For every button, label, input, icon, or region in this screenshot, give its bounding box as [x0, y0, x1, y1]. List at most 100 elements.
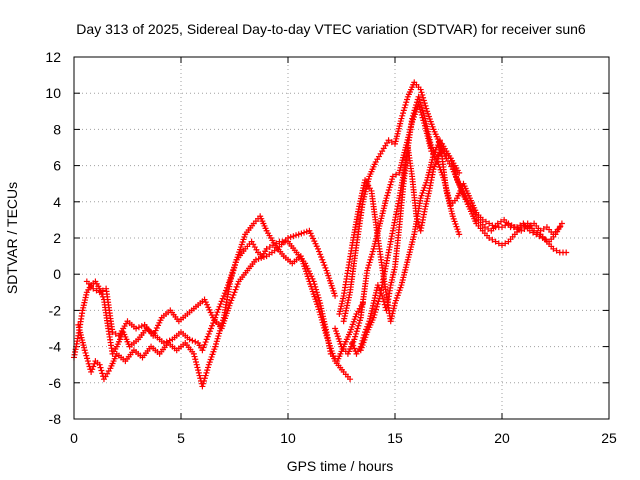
data-point	[374, 282, 381, 289]
data-point	[420, 97, 427, 104]
data-point	[499, 224, 505, 231]
data-point	[315, 306, 322, 313]
data-point	[417, 109, 424, 116]
data-point	[365, 320, 372, 327]
data-point	[374, 301, 381, 308]
data-point	[266, 244, 273, 251]
data-point	[422, 102, 429, 109]
y-tick-label: 2	[53, 230, 61, 246]
data-point	[202, 339, 209, 346]
data-point	[84, 355, 91, 362]
data-point	[227, 278, 234, 285]
y-tick-label: 6	[53, 158, 61, 174]
data-point	[190, 350, 197, 357]
data-point	[430, 166, 437, 173]
data-point	[368, 251, 375, 258]
data-point	[96, 361, 103, 368]
data-point	[230, 267, 237, 274]
data-point	[191, 353, 198, 360]
data-point	[368, 254, 375, 261]
data-point	[479, 216, 486, 223]
data-point	[558, 220, 565, 227]
data-point	[356, 320, 363, 327]
data-point	[314, 245, 321, 252]
series-sat-track-7	[349, 140, 463, 357]
data-point	[531, 227, 538, 234]
data-point	[402, 101, 409, 108]
data-point	[195, 367, 202, 374]
data-point	[416, 103, 423, 110]
data-point	[332, 292, 339, 299]
data-point	[218, 298, 225, 305]
data-point	[489, 236, 496, 243]
data-point	[314, 292, 321, 299]
y-tick-label: -6	[49, 375, 62, 391]
y-tick-label: 4	[53, 194, 61, 210]
data-point	[228, 273, 235, 280]
data-point	[351, 336, 358, 343]
data-point	[213, 338, 220, 345]
data-point	[189, 337, 196, 344]
data-point	[214, 309, 221, 316]
data-points	[71, 79, 570, 390]
y-tick-label: -4	[49, 339, 62, 355]
data-point	[321, 324, 328, 331]
data-point	[320, 322, 327, 329]
data-point	[231, 289, 238, 296]
data-point	[194, 364, 201, 371]
data-point	[316, 248, 323, 255]
series-sat-track-6	[332, 101, 563, 357]
data-point	[456, 231, 463, 238]
data-point	[97, 364, 104, 371]
data-point	[386, 184, 393, 191]
data-point	[524, 224, 531, 231]
data-point	[499, 242, 505, 249]
data-point	[293, 232, 300, 239]
data-point	[263, 245, 270, 252]
data-point	[260, 254, 267, 261]
data-point	[318, 314, 325, 321]
data-point	[258, 254, 265, 261]
data-point	[537, 227, 544, 234]
y-axis-label: SDTVAR / TECUs	[4, 182, 20, 294]
data-point	[232, 262, 239, 269]
data-point	[298, 230, 305, 237]
data-point	[232, 259, 239, 266]
data-point	[301, 229, 308, 236]
data-point	[203, 336, 210, 343]
data-point	[377, 287, 384, 294]
data-point	[486, 220, 493, 227]
data-point	[192, 356, 199, 363]
data-point	[316, 297, 323, 304]
data-point	[233, 283, 240, 290]
data-point	[388, 139, 395, 146]
series-sat-track-2	[75, 213, 354, 390]
data-point	[375, 298, 382, 305]
data-point	[88, 368, 95, 375]
data-point	[502, 240, 509, 247]
data-point	[205, 330, 212, 337]
data-point	[252, 256, 259, 263]
data-point	[318, 254, 325, 261]
data-point	[518, 227, 525, 234]
data-point	[231, 264, 238, 271]
data-point	[563, 249, 570, 256]
data-point	[228, 275, 235, 282]
x-axis-label: GPS time / hours	[287, 458, 394, 474]
data-point	[385, 187, 392, 194]
data-point	[202, 372, 209, 379]
data-point	[220, 292, 227, 299]
data-point	[385, 189, 392, 196]
data-point	[415, 93, 422, 100]
data-point	[357, 343, 364, 350]
data-point	[453, 174, 460, 181]
data-point	[419, 92, 426, 99]
data-point	[322, 330, 329, 337]
data-point	[347, 376, 354, 383]
data-point	[213, 340, 220, 347]
data-point	[356, 317, 363, 324]
data-point	[96, 289, 103, 296]
grid-lines	[74, 57, 609, 419]
data-point	[84, 358, 91, 365]
